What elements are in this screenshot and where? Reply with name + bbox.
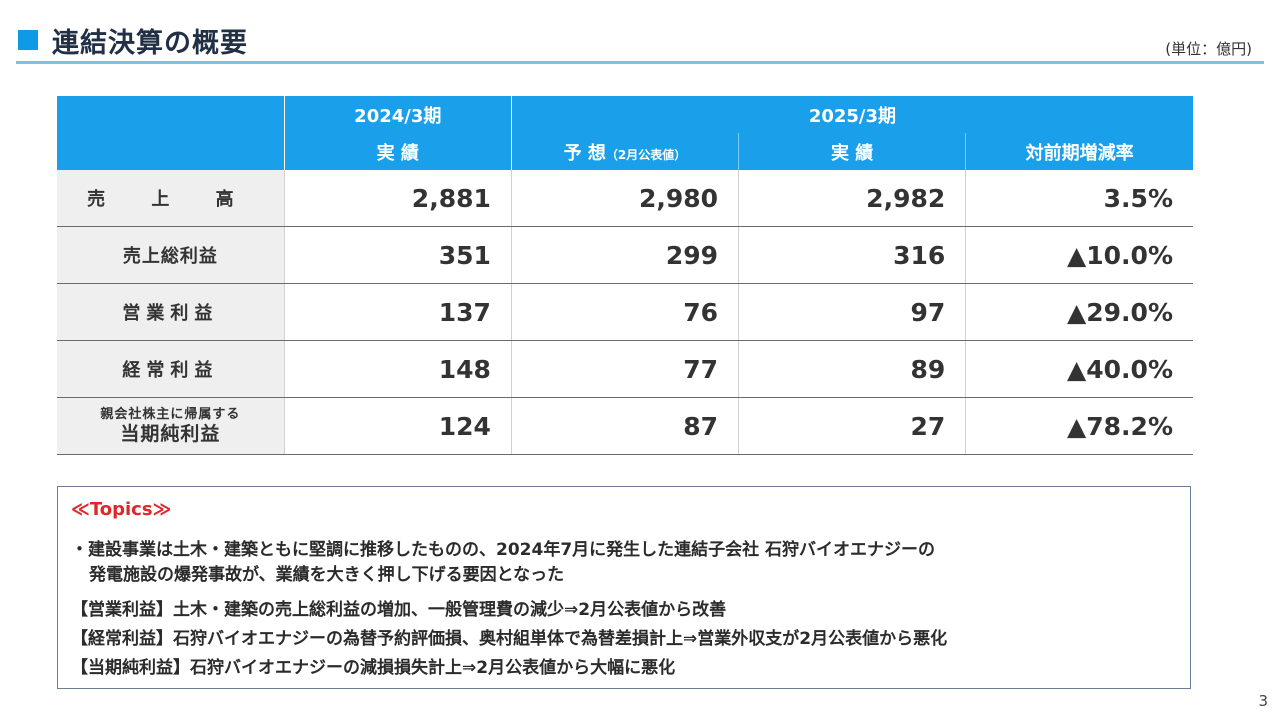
unit-note: (単位：億円) <box>1165 40 1252 58</box>
topics-item-operating: 【営業利益】土木・建築の売上総利益の増加、一般管理費の減少⇒2月公表値から改善 <box>71 600 727 620</box>
cell-value: 137 <box>283 283 512 341</box>
cell-value: 351 <box>283 226 512 284</box>
cell-value: 148 <box>283 340 512 398</box>
row-label-ordinary-profit: 経常利益 <box>57 340 285 398</box>
header-forecast-label: 予 想 <box>563 142 606 164</box>
cell-value: ▲29.0% <box>965 283 1193 341</box>
header-forecast-note: （2月公表値） <box>605 147 687 162</box>
title-underline <box>16 61 1264 64</box>
topics-bullet-line-1: ・建設事業は土木・建築ともに堅調に推移したものの、2024年7月に発生した連結子… <box>71 540 936 560</box>
header-actual-2024: 実 績 <box>283 133 512 170</box>
table-row: 売 上 高 2,881 2,980 2,982 3.5% <box>57 170 1193 227</box>
row-label-net-income-bottom: 当期純利益 <box>120 423 221 445</box>
header-fy2024: 2024/3期 <box>283 96 512 133</box>
cell-value: 3.5% <box>965 170 1193 227</box>
page-title: 連結決算の概要 <box>52 27 248 59</box>
cell-value: 27 <box>738 397 966 455</box>
header-forecast: 予 想（2月公表値） <box>510 133 739 170</box>
table-row: 売上総利益 351 299 316 ▲10.0% <box>57 226 1193 284</box>
cell-value: 97 <box>738 283 966 341</box>
row-label-net-income: 親会社株主に帰属する 当期純利益 <box>57 397 285 455</box>
page-title-area: 連結決算の概要 <box>18 20 248 60</box>
header-actual-2025: 実 績 <box>738 133 966 170</box>
title-square-icon <box>18 30 38 50</box>
page-number: 3 <box>1258 692 1268 710</box>
header-blank-cell <box>57 96 285 170</box>
cell-value: 2,881 <box>283 170 512 227</box>
topics-box: ≪Topics≫ ・建設事業は土木・建築ともに堅調に推移したものの、2024年7… <box>57 486 1191 689</box>
topics-heading: ≪Topics≫ <box>71 499 172 520</box>
row-label-net-income-top: 親会社株主に帰属する <box>100 407 241 422</box>
cell-value: 2,982 <box>738 170 966 227</box>
cell-value: 89 <box>738 340 966 398</box>
row-label-gross-profit: 売上総利益 <box>57 226 285 284</box>
cell-value: 124 <box>283 397 512 455</box>
financial-summary-table: 2024/3期 2025/3期 実 績 予 想（2月公表値） 実 績 対前期増減… <box>57 96 1193 455</box>
cell-value: ▲10.0% <box>965 226 1193 284</box>
table-row: 営業利益 137 76 97 ▲29.0% <box>57 283 1193 341</box>
row-label-sales: 売 上 高 <box>57 170 285 227</box>
topics-bullet-line-2: 発電施設の爆発事故が、業績を大きく押し下げる要因となった <box>89 565 565 585</box>
topics-item-ordinary: 【経常利益】石狩バイオエナジーの為替予約評価損、奥村組単体で為替差損計上⇒営業外… <box>71 629 948 649</box>
cell-value: 2,980 <box>510 170 739 227</box>
cell-value: 77 <box>510 340 739 398</box>
cell-value: 76 <box>510 283 739 341</box>
cell-value: 87 <box>510 397 739 455</box>
header-yoy-change: 対前期増減率 <box>965 133 1193 170</box>
header-fy2025: 2025/3期 <box>510 96 1193 133</box>
topics-item-net-income: 【当期純利益】石狩バイオエナジーの減損損失計上⇒2月公表値から大幅に悪化 <box>71 658 676 678</box>
cell-value: 316 <box>738 226 966 284</box>
cell-value: ▲78.2% <box>965 397 1193 455</box>
table-row: 親会社株主に帰属する 当期純利益 124 87 27 ▲78.2% <box>57 397 1193 455</box>
row-label-operating-profit: 営業利益 <box>57 283 285 341</box>
cell-value: 299 <box>510 226 739 284</box>
table-row: 経常利益 148 77 89 ▲40.0% <box>57 340 1193 398</box>
cell-value: ▲40.0% <box>965 340 1193 398</box>
